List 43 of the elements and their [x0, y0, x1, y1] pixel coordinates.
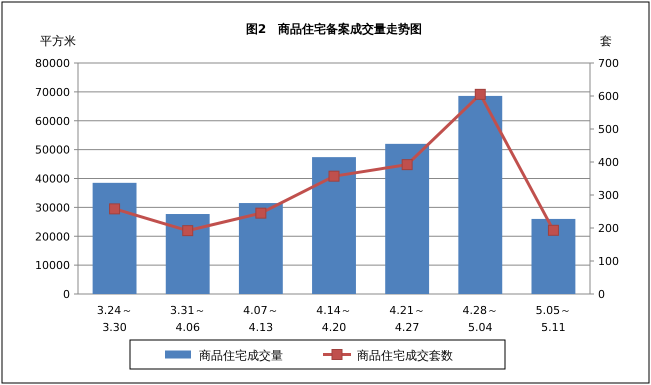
y-tick-label: 0: [63, 288, 70, 301]
y2-tick-label: 600: [598, 90, 619, 103]
chart-title: 图2 商品住宅备案成交量走势图: [246, 22, 422, 36]
point: [255, 208, 266, 219]
y-tick-label: 10000: [35, 259, 70, 272]
y2-tick-label: 200: [598, 222, 619, 235]
legend-label: 商品住宅成交套数: [357, 348, 453, 362]
x-tick-label: 4.14～ 4.20: [316, 304, 352, 334]
bar: [531, 218, 576, 294]
x-tick-label: 4.21～ 4.27: [389, 304, 425, 334]
point: [109, 203, 120, 214]
point: [328, 170, 340, 182]
legend-label: 商品住宅成交量: [199, 348, 283, 362]
x-tick-label: 4.07～ 4.13: [243, 304, 279, 334]
point: [474, 88, 486, 100]
x-tick-label: 3.31～ 4.06: [170, 304, 206, 334]
y-tick-label: 20000: [35, 230, 70, 244]
y2-tick-label: 0: [598, 288, 605, 301]
y-tick-label: 30000: [35, 201, 70, 214]
x-tick-label: 4.28～ 5.04: [462, 304, 498, 334]
point: [182, 225, 194, 236]
y2-tick-label: 400: [598, 156, 619, 169]
bar: [166, 214, 210, 294]
y-tick-label: 40000: [35, 172, 70, 186]
y2-tick-label: 700: [598, 57, 619, 70]
point: [548, 224, 559, 236]
bar: [238, 203, 283, 294]
point: [402, 159, 413, 170]
y-tick-label: 70000: [35, 86, 70, 99]
y-axis-title: 平方米: [40, 34, 76, 48]
y2-tick-label: 500: [598, 123, 619, 136]
y-tick-label: 80000: [35, 57, 70, 70]
y2-tick-label: 100: [598, 255, 619, 268]
bar: [92, 182, 137, 294]
bar: [312, 157, 356, 294]
bar: [458, 96, 502, 294]
y-tick-label: 50000: [35, 144, 70, 157]
y2-tick-label: 300: [598, 189, 619, 202]
x-tick-label: 3.24～ 3.30: [96, 304, 132, 334]
y-tick-label: 60000: [35, 114, 70, 128]
y2-axis-title: 套: [600, 34, 612, 48]
x-tick-label: 5.05～ 5.11: [536, 304, 572, 334]
bar: [385, 144, 430, 294]
